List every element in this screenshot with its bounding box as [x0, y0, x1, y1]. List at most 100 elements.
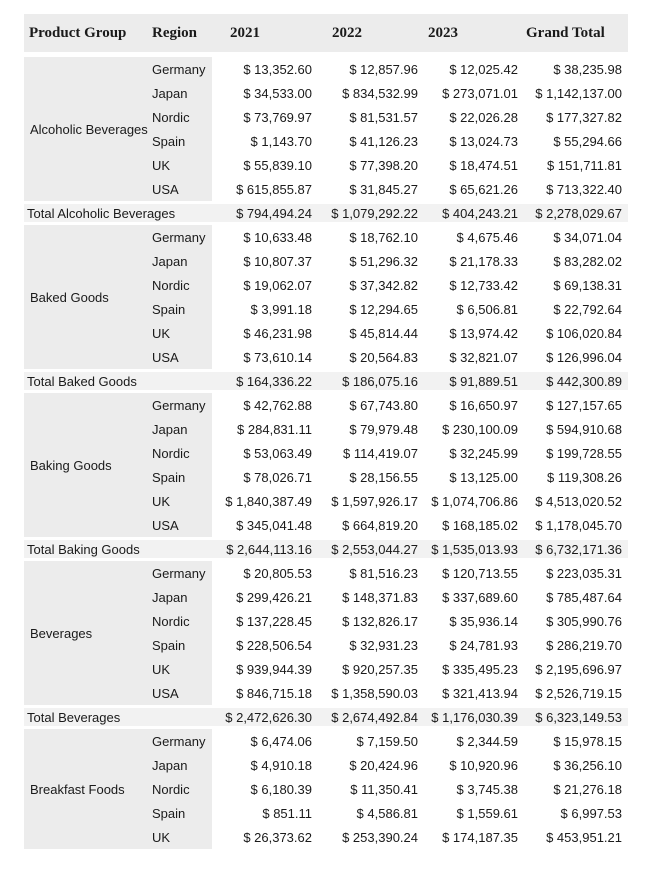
- value-cell: $ 713,322.40: [524, 177, 628, 203]
- data-row: Japan $ 34,533.00 $ 834,532.99 $ 273,071.01…: [24, 81, 628, 105]
- data-row: Nordic $ 137,228.45 $ 132,826.17 $ 35,936.1…: [24, 609, 628, 633]
- value-cell: $ 939,944.39: [212, 657, 318, 681]
- value-cell: $ 12,294.65: [318, 297, 424, 321]
- value-cell: $ 6,997.53: [524, 801, 628, 825]
- col-header-2022: 2022: [318, 14, 424, 57]
- col-header-region: Region: [148, 14, 212, 57]
- region-cell: Spain: [148, 297, 212, 321]
- data-row: Beverages Germany $ 20,805.53 $ 81,516.23 $ …: [24, 559, 628, 707]
- total-value-cell: $ 1,079,292.22: [318, 201, 424, 225]
- region-cell: Japan: [148, 249, 212, 273]
- value-cell: $ 12,025.42: [424, 54, 524, 81]
- value-cell: $ 34,071.04: [524, 223, 628, 249]
- value-cell: $ 55,294.66: [524, 129, 628, 153]
- value-cell: $ 119,308.26: [524, 465, 628, 489]
- value-cell: $ 35,936.14: [424, 609, 524, 633]
- value-cell: $ 20,564.83: [318, 345, 424, 371]
- value-cell: $ 38,235.98: [524, 54, 628, 81]
- total-value-cell: $ 2,278,029.67: [524, 201, 628, 225]
- total-value-cell: $ 186,075.16: [318, 369, 424, 393]
- value-cell: $ 32,821.07: [424, 345, 524, 371]
- value-cell: $ 45,814.44: [318, 321, 424, 345]
- value-cell: $ 2,526,719.15: [524, 681, 628, 707]
- value-cell: $ 67,743.80: [318, 391, 424, 417]
- value-cell: $ 230,100.09: [424, 417, 524, 441]
- value-cell: $ 6,506.81: [424, 297, 524, 321]
- data-row: USA $ 345,041.48 $ 664,819.20 $ 168,185.02 $…: [24, 513, 628, 539]
- data-row: Baked Goods Germany $ 10,633.48 $ 18,762.10…: [24, 223, 628, 371]
- value-cell: $ 13,974.42: [424, 321, 524, 345]
- data-row: Alcoholic Beverages Germany $ 13,352.60 $ 1…: [24, 54, 628, 203]
- value-cell: $ 69,138.31: [524, 273, 628, 297]
- col-header-2021: 2021: [212, 14, 318, 57]
- data-row: UK $ 1,840,387.49 $ 1,597,926.17 $ 1,074,70…: [24, 489, 628, 513]
- header-row: Product Group Region 2021 2022 2023 Gran…: [24, 14, 628, 57]
- total-label-cell: Total Alcoholic Beverages: [24, 201, 212, 225]
- value-cell: $ 79,979.48: [318, 417, 424, 441]
- region-cell: USA: [148, 513, 212, 539]
- value-cell: $ 6,180.39: [212, 777, 318, 801]
- value-cell: $ 453,951.21: [524, 825, 628, 849]
- value-cell: $ 81,531.57: [318, 105, 424, 129]
- value-cell: $ 53,063.49: [212, 441, 318, 465]
- value-cell: $ 51,296.32: [318, 249, 424, 273]
- value-cell: $ 4,675.46: [424, 223, 524, 249]
- region-cell: USA: [148, 681, 212, 707]
- value-cell: $ 24,781.93: [424, 633, 524, 657]
- value-cell: $ 18,762.10: [318, 223, 424, 249]
- value-cell: $ 126,996.04: [524, 345, 628, 371]
- data-row: UK $ 26,373.62 $ 253,390.24 $ 174,187.35 $ 4…: [24, 825, 628, 849]
- data-row: Nordic $ 6,180.39 $ 11,350.41 $ 3,745.38 $ 2…: [24, 777, 628, 801]
- value-cell: $ 1,142,137.00: [524, 81, 628, 105]
- value-cell: $ 12,733.42: [424, 273, 524, 297]
- value-cell: $ 65,621.26: [424, 177, 524, 203]
- value-cell: $ 2,195,696.97: [524, 657, 628, 681]
- product-group-cell: Beverages: [24, 559, 148, 707]
- value-cell: $ 77,398.20: [318, 153, 424, 177]
- value-cell: $ 4,586.81: [318, 801, 424, 825]
- value-cell: $ 228,506.54: [212, 633, 318, 657]
- region-cell: USA: [148, 345, 212, 371]
- total-value-cell: $ 2,674,492.84: [318, 705, 424, 729]
- value-cell: $ 10,807.37: [212, 249, 318, 273]
- value-cell: $ 114,419.07: [318, 441, 424, 465]
- data-row: USA $ 846,715.18 $ 1,358,590.03 $ 321,413.9…: [24, 681, 628, 707]
- value-cell: $ 32,931.23: [318, 633, 424, 657]
- total-label-cell: Total Beverages: [24, 705, 212, 729]
- value-cell: $ 321,413.94: [424, 681, 524, 707]
- region-cell: Spain: [148, 129, 212, 153]
- value-cell: $ 21,178.33: [424, 249, 524, 273]
- value-cell: $ 846,715.18: [212, 681, 318, 707]
- value-cell: $ 83,282.02: [524, 249, 628, 273]
- value-cell: $ 286,219.70: [524, 633, 628, 657]
- value-cell: $ 132,826.17: [318, 609, 424, 633]
- region-cell: Spain: [148, 465, 212, 489]
- region-cell: UK: [148, 321, 212, 345]
- region-cell: Nordic: [148, 777, 212, 801]
- data-row: USA $ 73,610.14 $ 20,564.83 $ 32,821.07 $ 12…: [24, 345, 628, 371]
- value-cell: $ 37,342.82: [318, 273, 424, 297]
- value-cell: $ 73,769.97: [212, 105, 318, 129]
- data-row: Japan $ 299,426.21 $ 148,371.83 $ 337,689.6…: [24, 585, 628, 609]
- data-row: Japan $ 4,910.18 $ 20,424.96 $ 10,920.96 $ 3…: [24, 753, 628, 777]
- value-cell: $ 10,633.48: [212, 223, 318, 249]
- product-group-cell: Baking Goods: [24, 391, 148, 539]
- product-group-cell: Alcoholic Beverages: [24, 54, 148, 203]
- data-row: Spain $ 3,991.18 $ 12,294.65 $ 6,506.81 $ 22…: [24, 297, 628, 321]
- value-cell: $ 11,350.41: [318, 777, 424, 801]
- total-value-cell: $ 91,889.51: [424, 369, 524, 393]
- region-cell: UK: [148, 657, 212, 681]
- value-cell: $ 73,610.14: [212, 345, 318, 371]
- value-cell: $ 223,035.31: [524, 559, 628, 585]
- value-cell: $ 3,745.38: [424, 777, 524, 801]
- value-cell: $ 920,257.35: [318, 657, 424, 681]
- data-row: UK $ 939,944.39 $ 920,257.35 $ 335,495.23 $ …: [24, 657, 628, 681]
- value-cell: $ 284,831.11: [212, 417, 318, 441]
- total-row: Total Baked Goods $ 164,336.22 $ 186,075.1…: [24, 369, 628, 393]
- col-header-2023: 2023: [424, 14, 524, 57]
- total-value-cell: $ 404,243.21: [424, 201, 524, 225]
- total-value-cell: $ 2,644,113.16: [212, 537, 318, 561]
- value-cell: $ 127,157.65: [524, 391, 628, 417]
- value-cell: $ 120,713.55: [424, 559, 524, 585]
- value-cell: $ 20,424.96: [318, 753, 424, 777]
